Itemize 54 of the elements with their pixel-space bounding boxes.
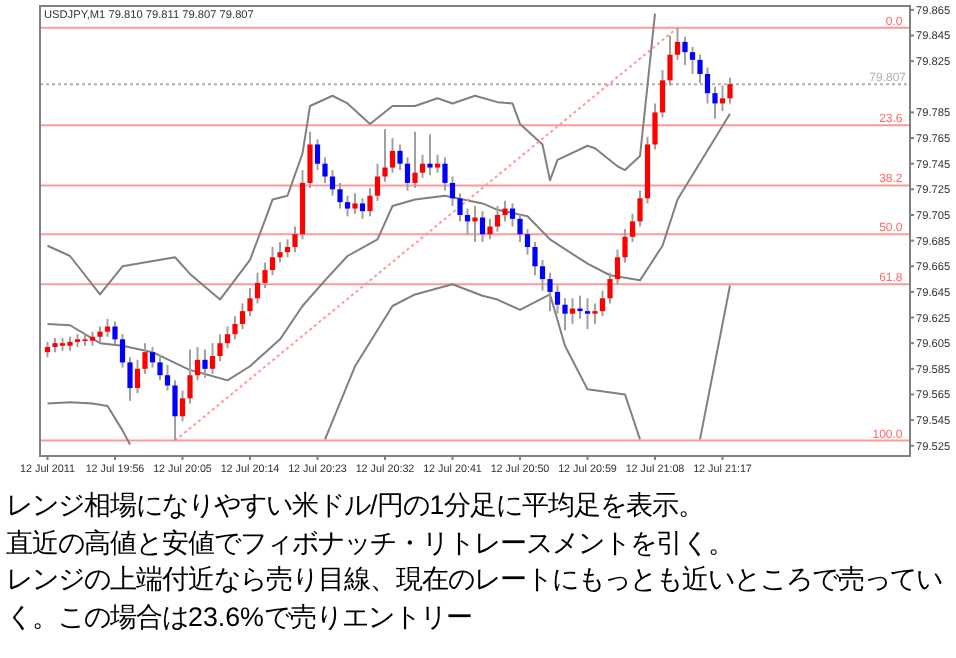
candlestick [554, 284, 561, 315]
candlestick [209, 342, 216, 375]
line-series [46, 401, 131, 446]
line-series [46, 12, 656, 301]
candlestick [404, 156, 411, 192]
candlestick [157, 353, 163, 382]
candlestick [292, 225, 298, 254]
candlestick [697, 53, 703, 84]
candlestick [202, 348, 208, 379]
candlestick [112, 320, 118, 346]
candlestick [239, 302, 246, 331]
candlestick [314, 138, 321, 172]
candlestick [389, 137, 396, 174]
candlestick [329, 169, 336, 197]
candlestick [134, 358, 141, 395]
candlestick [344, 194, 351, 218]
candlestick [232, 315, 238, 341]
candlestick [727, 76, 733, 105]
candlestick [479, 210, 486, 243]
candlestick [487, 217, 493, 241]
candlestick [689, 46, 696, 75]
line-series [46, 112, 731, 382]
candlestick [577, 294, 583, 320]
candlestick [419, 153, 426, 179]
candlestick [359, 197, 366, 220]
candlestick [352, 192, 358, 215]
candlestick [194, 346, 201, 382]
candlestick [254, 271, 261, 305]
line-series [324, 283, 641, 441]
candlestick [509, 202, 516, 228]
candlestick [412, 130, 418, 190]
candlestick [224, 325, 231, 350]
candlestick [374, 162, 381, 202]
candlestick [427, 133, 433, 177]
text: レンジの上端付近なら売り目線、現在のレートにもっとも近いところで売っていく。この場合は23.6%で売りエントリー [6, 562, 944, 635]
candlestick [592, 302, 598, 325]
candlestick [269, 246, 276, 277]
candlestick [367, 187, 373, 218]
candlestick [442, 156, 448, 192]
candlestick [719, 84, 726, 113]
candlestick [674, 26, 681, 61]
candlestick [704, 66, 711, 105]
candlestick [472, 205, 478, 243]
candlestick [584, 297, 591, 331]
candlestick [569, 297, 576, 325]
text: レンジ相場になりやすい米ドル/円の1分足に平均足を表示。 [6, 488, 707, 524]
candlestick [397, 143, 403, 172]
candlestick [464, 207, 471, 236]
candlestick [494, 205, 501, 233]
candlestick [149, 346, 156, 369]
text: 直近の高値と安値でフィボナッチ・リトレースメントを引く。 [6, 525, 736, 561]
candlestick [449, 175, 456, 207]
candlestick [682, 35, 688, 66]
candlestick [539, 258, 546, 292]
